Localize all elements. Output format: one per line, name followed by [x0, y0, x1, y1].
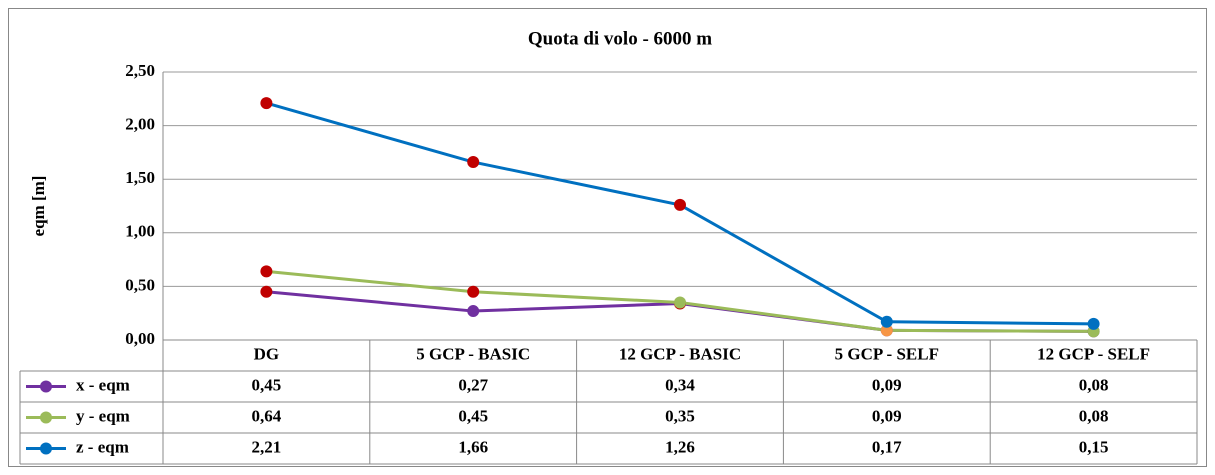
legend-marker	[40, 411, 52, 424]
table-value: 0,09	[872, 375, 902, 394]
marker	[467, 305, 480, 318]
marker	[674, 198, 686, 211]
table-value: 0,17	[872, 437, 902, 456]
x-tick-label: 12 GCP - BASIC	[619, 344, 741, 363]
marker	[467, 285, 480, 298]
x-tick-label: 12 GCP - SELF	[1037, 344, 1150, 363]
chart-border	[8, 8, 1207, 467]
marker	[880, 315, 893, 328]
x-tick-label: DG	[254, 344, 280, 363]
table-value: 0,09	[872, 406, 902, 425]
table-value: 0,08	[1079, 375, 1109, 394]
legend-marker	[40, 442, 52, 455]
table-value: 0,45	[458, 406, 488, 425]
marker	[1087, 317, 1100, 330]
table-value: 0,64	[252, 406, 282, 425]
y-tick-label: 2,50	[125, 61, 155, 80]
legend-label: x - eqm	[76, 375, 130, 394]
table-value: 0,35	[665, 406, 695, 425]
y-axis-label: eqm [m]	[29, 176, 48, 237]
legend-label: y - eqm	[76, 406, 130, 425]
marker	[260, 265, 273, 278]
table-value: 0,45	[252, 375, 282, 394]
x-tick-label: 5 GCP - BASIC	[416, 344, 530, 363]
marker	[880, 324, 893, 337]
y-tick-label: 0,00	[125, 329, 155, 348]
y-tick-label: 0,50	[125, 275, 155, 294]
table-value: 0,27	[458, 375, 488, 394]
marker	[674, 296, 686, 309]
marker	[260, 97, 273, 110]
table-value: 0,08	[1079, 406, 1109, 425]
table-value: 1,26	[665, 437, 695, 456]
legend-marker	[40, 380, 52, 393]
y-tick-label: 1,00	[125, 222, 155, 241]
table-value: 0,15	[1079, 437, 1109, 456]
legend-label: z - eqm	[76, 437, 129, 456]
y-tick-label: 2,00	[125, 115, 155, 134]
x-tick-label: 5 GCP - SELF	[835, 344, 939, 363]
y-tick-label: 1,50	[125, 168, 155, 187]
table-value: 1,66	[458, 437, 488, 456]
chart-title: Quota di volo - 6000 m	[528, 28, 712, 49]
table-value: 0,34	[665, 375, 695, 394]
marker	[467, 156, 480, 169]
table-value: 2,21	[252, 437, 282, 456]
marker	[260, 285, 273, 298]
